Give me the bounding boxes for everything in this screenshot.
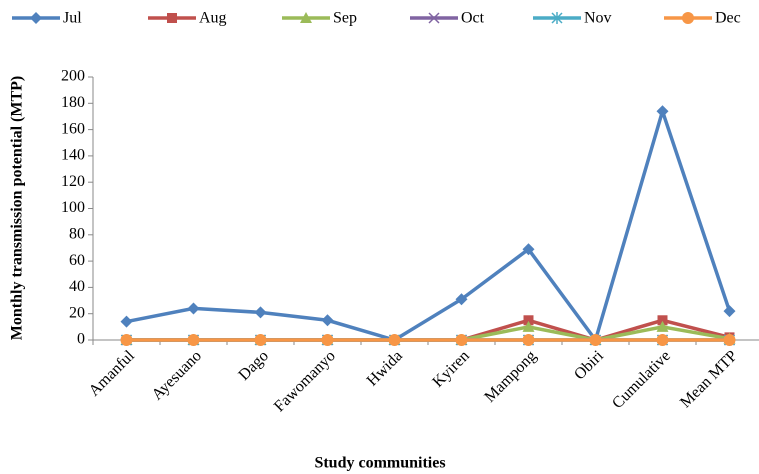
marker <box>522 243 535 256</box>
x-tick-label: Mean MTP <box>677 347 741 411</box>
marker <box>187 334 200 346</box>
x-tick-label: Kyiren <box>429 347 472 390</box>
y-tick-label: 200 <box>61 68 85 85</box>
x-tick-label: Hwida <box>364 347 406 389</box>
marker <box>254 306 267 319</box>
x-tick-label: Amanful <box>86 347 139 400</box>
y-tick-label: 180 <box>61 94 85 111</box>
x-tick-label: Obiri <box>571 347 607 383</box>
y-tick-label: 140 <box>61 147 85 164</box>
marker <box>523 315 534 326</box>
legend-label: Sep <box>333 10 357 27</box>
marker <box>723 305 736 318</box>
legend-label: Aug <box>199 10 227 27</box>
marker <box>455 334 468 346</box>
series <box>120 105 736 346</box>
legend-label: Oct <box>461 10 485 27</box>
x-axis-title: Study communities <box>314 455 445 472</box>
marker <box>30 12 42 24</box>
x-tick-label: Ayesuano <box>149 347 205 403</box>
marker <box>656 320 669 332</box>
series <box>120 334 736 346</box>
marker <box>300 12 312 23</box>
marker <box>656 334 669 346</box>
y-tick-label: 80 <box>69 225 85 242</box>
y-tick-label: 160 <box>61 120 85 137</box>
y-tick-label: 40 <box>69 278 85 295</box>
marker <box>187 302 200 315</box>
marker <box>167 13 177 23</box>
x-tick-label: Cumulative <box>609 347 674 412</box>
y-tick-label: 100 <box>61 199 85 216</box>
x-tick-label: Fawomanyo <box>271 347 339 415</box>
marker <box>120 315 133 328</box>
legend-label: Dec <box>715 10 741 27</box>
marker <box>428 12 440 24</box>
x-tick-label: Mampong <box>481 347 540 406</box>
marker <box>254 334 267 346</box>
marker <box>522 320 535 332</box>
marker <box>589 334 602 346</box>
marker <box>723 334 736 346</box>
y-tick-label: 60 <box>69 252 85 269</box>
marker <box>551 12 563 24</box>
marker <box>120 334 133 346</box>
y-tick-label: 120 <box>61 173 85 190</box>
marker <box>522 334 535 346</box>
marker <box>657 315 668 326</box>
y-axis-title: Monthly transmission potential (MTP) <box>9 76 26 340</box>
series-line <box>126 105 732 344</box>
marker <box>455 293 468 306</box>
x-tick-label: Dago <box>235 347 272 384</box>
marker <box>321 314 334 327</box>
marker <box>682 12 694 24</box>
legend-label: Jul <box>63 10 82 27</box>
y-tick-label: 0 <box>77 331 85 348</box>
marker <box>388 334 401 346</box>
marker <box>321 334 334 346</box>
marker <box>656 105 669 118</box>
legend-label: Nov <box>584 10 612 27</box>
y-tick-label: 20 <box>69 304 85 321</box>
